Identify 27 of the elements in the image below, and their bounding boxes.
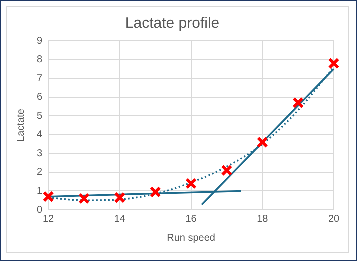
point [114,192,126,204]
x-tick-label: 16 [186,214,198,225]
point [78,192,90,204]
y-tick-label: 2 [37,167,43,178]
point [42,191,54,203]
x-axis-title: Run speed [167,232,216,244]
x-tick-label: 20 [328,214,340,225]
y-tick-label: 5 [37,110,43,122]
point [292,97,304,109]
y-tick-label: 9 [37,36,43,47]
y-axis-title: Lactate [16,108,27,142]
chart-title: Lactate profile [125,15,220,32]
point [221,164,233,176]
y-tick-label: 0 [37,204,43,216]
y-tick-label: 6 [37,92,43,104]
y-tick-label: 8 [37,54,43,66]
y-tick-label: 4 [37,130,43,141]
point [186,178,198,190]
x-tick-label: 14 [114,214,126,225]
y-tick-label: 1 [37,186,43,197]
x-tick-label: 12 [43,214,55,225]
y-tick-label: 3 [37,148,43,160]
point [328,58,340,70]
point [150,186,162,198]
y-tick-label: 7 [37,73,43,84]
point [256,136,268,148]
x-tick-label: 18 [257,214,269,225]
